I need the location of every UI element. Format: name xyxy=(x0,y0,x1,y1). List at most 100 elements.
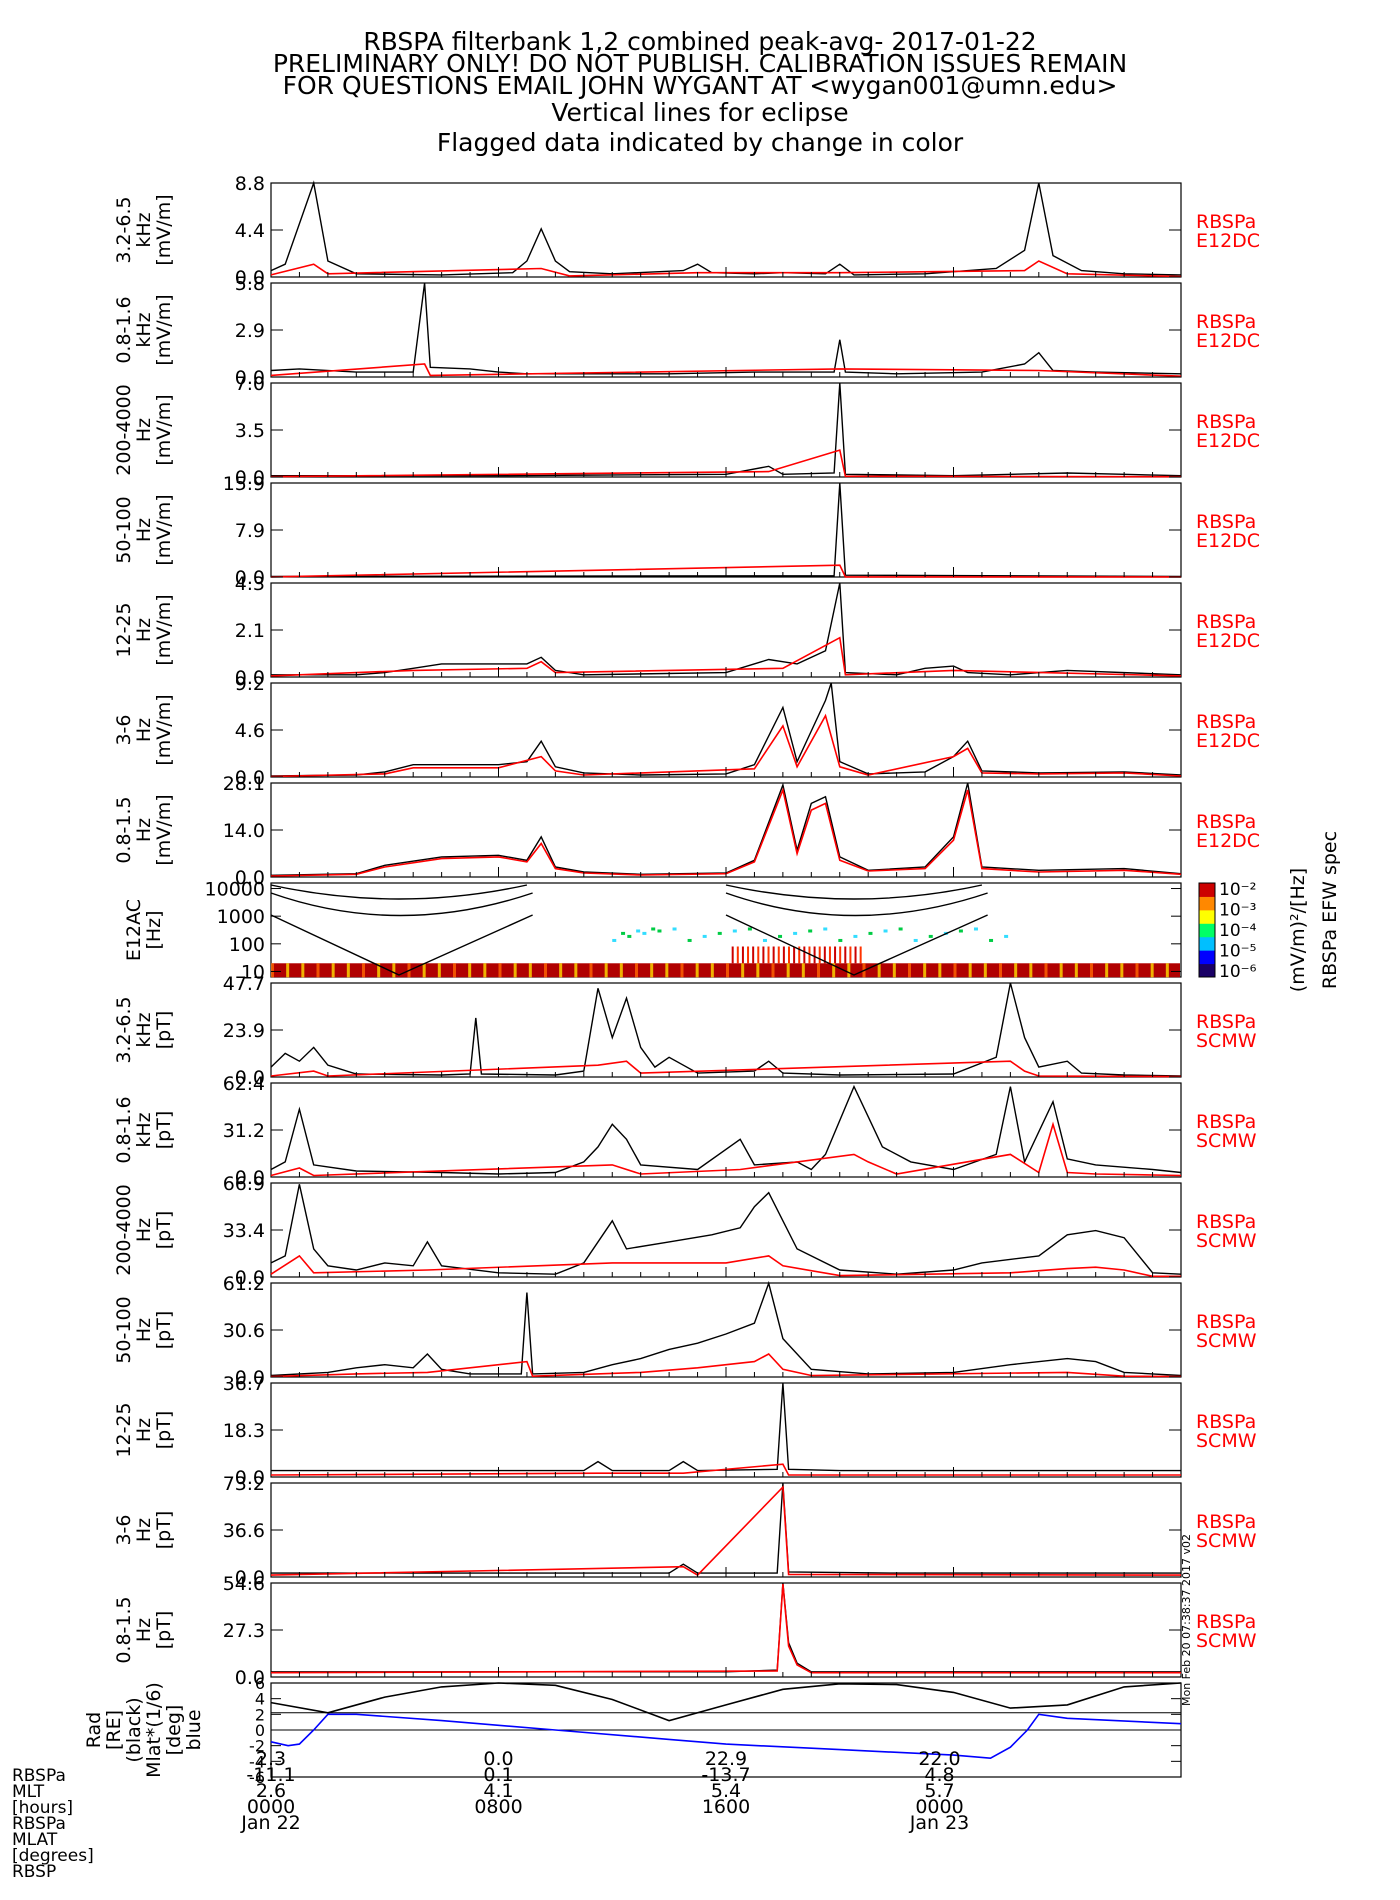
spectral-speck xyxy=(928,934,933,938)
y-tick-label: 23.9 xyxy=(223,1020,265,1042)
panel-frame xyxy=(270,582,1182,678)
y-axis-label: [pT] xyxy=(153,1011,175,1050)
spectral-speck xyxy=(717,931,722,935)
band-streak xyxy=(559,963,563,978)
colorbar-segment xyxy=(1199,909,1215,924)
y-tick-label: 47.7 xyxy=(223,973,265,995)
band-streak xyxy=(544,963,547,978)
y-axis-label: [mV/m] xyxy=(153,494,175,565)
band-streak xyxy=(1135,963,1139,978)
x-row-label: RBSP xyxy=(12,1862,56,1882)
instrument-tag: E12DC xyxy=(1196,730,1260,752)
y-tick-label: 62.4 xyxy=(223,1073,265,1095)
y-tick-label: 1000 xyxy=(217,906,265,928)
spectral-speck xyxy=(642,931,647,935)
instrument-tag: SCMW xyxy=(1196,1130,1257,1152)
band-streak xyxy=(1165,963,1169,978)
band-streak xyxy=(1029,963,1033,978)
y-axis-label: 12-25 xyxy=(113,1402,135,1457)
band-streak xyxy=(331,963,335,978)
y-tick-label: 4.4 xyxy=(235,220,265,242)
average-trace xyxy=(270,1254,1181,1278)
x-tick-label-mlt: 4.8 xyxy=(924,1764,954,1786)
band-streak xyxy=(453,963,456,978)
spectral-speck xyxy=(672,927,677,931)
y-tick-label: 0.0 xyxy=(235,1567,265,1589)
y-tick-label: -4 xyxy=(249,1752,265,1771)
spectral-speck xyxy=(898,927,903,931)
band-streak xyxy=(938,963,942,978)
instrument-tag: RBSPa xyxy=(1196,1511,1256,1533)
wave-burst xyxy=(849,946,852,964)
wave-burst xyxy=(854,946,857,964)
band-streak xyxy=(726,963,729,978)
y-axis-label: [pT] xyxy=(153,1511,175,1550)
y-axis-label: (black) xyxy=(123,1697,145,1762)
band-streak xyxy=(1014,963,1018,978)
wave-burst xyxy=(793,946,796,964)
band-streak xyxy=(286,963,290,978)
y-axis-label: [pT] xyxy=(153,1611,175,1650)
band-streak xyxy=(847,963,851,978)
band-streak xyxy=(786,963,790,978)
instrument-tag: RBSPa xyxy=(1196,811,1256,833)
y-axis-label: 50-100 xyxy=(113,496,135,563)
y-axis-label: [mV/m] xyxy=(153,794,175,865)
y-axis-label: kHz xyxy=(133,212,155,247)
wave-burst xyxy=(839,946,842,964)
spectral-speck xyxy=(883,929,888,933)
y-tick-label: 9.2 xyxy=(235,673,265,695)
x-tick-label-mlat: 5.4 xyxy=(711,1780,741,1802)
y-axis-label: [mV/m] xyxy=(153,394,175,465)
y-tick-label: 66.9 xyxy=(223,1173,265,1195)
band-streak xyxy=(680,963,684,978)
y-tick-label: 4.6 xyxy=(235,720,265,742)
y-tick-label: 36.6 xyxy=(223,1520,265,1542)
y-tick-label: 73.2 xyxy=(223,1473,265,1495)
peak-trace xyxy=(270,782,1182,876)
y-axis-label: Hz xyxy=(133,718,155,742)
panel-frame xyxy=(270,1282,1182,1378)
band-streak xyxy=(498,963,502,978)
band-streak xyxy=(316,963,320,978)
panel-frame xyxy=(270,1382,1182,1478)
panel-frame xyxy=(270,1082,1182,1178)
y-axis-label: [mV/m] xyxy=(153,294,175,365)
panel-frame xyxy=(270,282,1182,378)
band-streak xyxy=(983,963,987,978)
x-row-label: [hours] xyxy=(12,1798,73,1818)
average-trace xyxy=(270,363,1182,377)
instrument-tag: RBSPa xyxy=(1196,1111,1256,1133)
colorbar-segment xyxy=(1199,923,1215,938)
plasma-frequency-curve xyxy=(725,914,988,976)
band-streak xyxy=(695,963,699,978)
colorbar-segment xyxy=(1199,883,1215,897)
instrument-tag: RBSPa xyxy=(1196,211,1256,233)
wave-burst xyxy=(828,946,831,964)
wave-burst xyxy=(813,946,816,964)
panel-8: E12AC[Hz] 10 100 1000 10000 10⁻⁶10⁻⁵10⁻⁴10⁻³1… xyxy=(123,831,1341,992)
y-axis-label: 200-4000 xyxy=(113,384,135,475)
plasma-frequency-curve xyxy=(725,884,983,900)
spectral-speck xyxy=(868,931,873,935)
y-tick-label: 30.6 xyxy=(223,1320,265,1342)
band-streak xyxy=(1059,963,1063,978)
y-tick-label: 10000 xyxy=(205,879,265,901)
x-tick-label-time: 0800 xyxy=(474,1796,522,1818)
band-streak xyxy=(377,963,381,978)
band-streak xyxy=(968,963,972,978)
wave-burst xyxy=(782,946,785,964)
wave-burst xyxy=(823,946,826,964)
wave-burst xyxy=(777,946,780,964)
y-tick-label: 0.0 xyxy=(235,1167,265,1189)
y-axis-label: [pT] xyxy=(153,1111,175,1150)
mlat-line xyxy=(270,1713,1182,1760)
figure-header: RBSPA filterbank 1,2 combined peak-avg- … xyxy=(273,27,1127,157)
y-tick-label: 36.7 xyxy=(223,1373,265,1395)
x-axis-labels: RBSPaMLT[hours]RBSPaMLAT[degrees]RBSP2.3… xyxy=(12,1748,969,1882)
x-tick-label-mlat: 4.1 xyxy=(483,1780,513,1802)
x-tick-label-mlat: 5.7 xyxy=(924,1780,954,1802)
